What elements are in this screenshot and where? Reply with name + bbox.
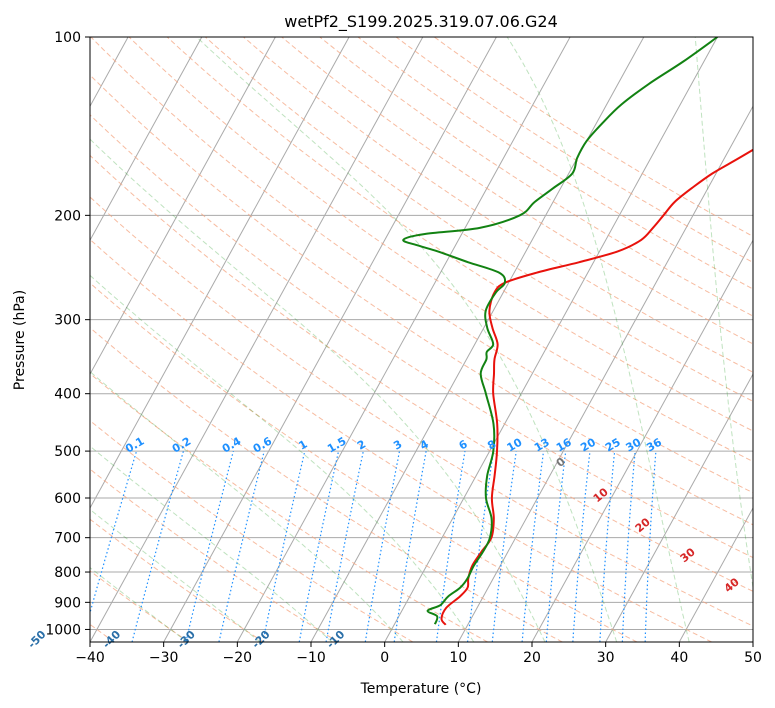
mixing-ratio-line [491,451,517,642]
x-axis-title: Temperature (°C) [360,681,482,697]
x-tick-label: −40 [75,650,105,666]
x-tick-label: 40 [670,650,688,666]
y-tick-label: 700 [54,531,81,547]
y-tick-label: 400 [54,387,81,403]
y-tick-label: 300 [54,313,81,329]
isotherm [752,640,753,642]
dry-adiabat [90,196,753,627]
isotherm [531,239,753,642]
y-tick-label: 800 [54,565,81,581]
mixing-ratio-line [218,450,265,642]
x-tick-label: −10 [296,650,326,666]
y-tick-label: 500 [54,444,81,460]
chart-title: wetPf2_S199.2025.319.07.06.G24 [284,12,558,32]
dry-adiabat [128,37,753,463]
y-tick-label: 1000 [45,622,81,638]
dry-adiabat [90,570,190,642]
mixing-ratio-line [572,451,591,642]
dry-adiabat [90,518,264,642]
y-tick-label: 200 [54,208,81,224]
mixing-ratio-line [131,450,184,642]
isotherm [90,37,276,376]
dry-adiabat [90,154,753,592]
dry-adiabat [243,37,753,373]
dry-adiabat [90,468,339,642]
mixing-ratio-line [262,450,306,642]
y-tick-label: 100 [54,30,81,46]
moist-adiabat [506,37,690,642]
y-axis-title: Pressure (hPa) [12,290,28,390]
isotherm [163,37,497,642]
mixing-ratio-line [90,450,138,615]
isotherm [90,37,350,510]
dewpoint-profile-line [402,37,718,625]
dry-adiabat [90,238,712,642]
mixing-ratio-line [521,451,545,642]
isotherm [236,37,571,642]
mixing-ratio-line [599,451,616,642]
dry-adiabat [90,37,753,494]
dry-adiabat [90,74,753,526]
mixing-ratio-line [545,451,567,642]
moist-adiabat [90,138,546,642]
x-tick-label: 10 [449,650,467,666]
dry-adiabat [90,419,414,642]
isotherm [605,373,753,642]
moist-adiabat [90,508,261,642]
plot-frame [89,36,754,643]
axis-ticks: −40 −30 −20 −10 0 10 20 30 40 50 1000 900 800 700 600 5… [45,30,762,666]
x-tick-label: 0 [380,650,389,666]
isotherm [90,37,424,642]
dry-adiabat [204,37,753,402]
mixing-ratio-line [466,451,495,642]
temperature-profile-line [440,148,753,626]
mixing-ratio-line [185,450,234,642]
isotherm [384,37,718,642]
moist-adiabat [90,445,333,642]
dry-adiabat [90,282,638,642]
dry-adiabat [90,114,753,559]
plot-area [90,37,753,642]
y-tick-label: 900 [54,595,81,611]
dry-adiabat [90,372,488,642]
moist-adiabat [90,274,475,642]
isotherm [678,506,753,642]
x-tick-label: 50 [744,650,762,666]
x-tick-label: 30 [597,650,615,666]
background-lines [90,37,753,642]
moist-adiabat [90,370,404,642]
y-tick-label: 600 [54,491,81,507]
sounding-profiles [402,37,753,626]
moist-adiabat [694,37,753,591]
moist-adiabat [90,567,188,642]
x-tick-label: −20 [223,650,253,666]
mixing-ratio-line [435,451,466,642]
x-tick-label: 20 [523,650,541,666]
dry-adiabat [281,37,753,345]
moist-adiabat [196,37,618,642]
isotherm [90,37,203,242]
isotherm [457,105,753,642]
dry-adiabat [319,37,753,317]
x-tick-label: −30 [149,650,179,666]
